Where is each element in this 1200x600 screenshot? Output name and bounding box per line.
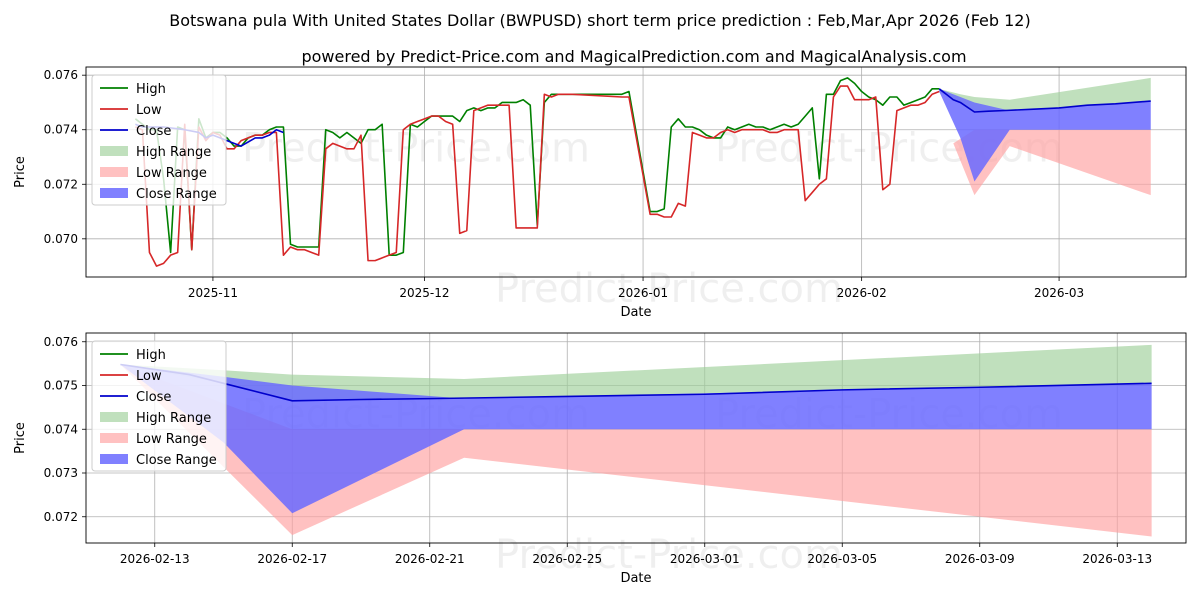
axes-frame <box>85 66 1187 278</box>
legend-label-low-range: Low Range <box>136 166 207 181</box>
prediction-detail-panel: Predict-Price.comPredict-Price.comPredic… <box>13 332 1187 586</box>
chart-subtitle: powered by Predict-Price.com and Magical… <box>301 47 966 66</box>
plot-area <box>120 344 1152 537</box>
legend-label-close: Close <box>136 124 171 139</box>
x-tick-label: 2026-03-09 <box>945 552 1015 566</box>
x-tick-label: 2026-01 <box>618 286 668 300</box>
legend-label-high-range: High Range <box>136 145 211 160</box>
legend-label-high: High <box>136 82 166 97</box>
x-tick-label: 2026-03-13 <box>1082 552 1152 566</box>
plot-area <box>134 77 1151 267</box>
legend-swatch-close-range <box>100 454 128 464</box>
y-tick-label: 0.072 <box>44 177 78 191</box>
low-range-area <box>939 91 1151 196</box>
legend-label-high: High <box>136 348 166 363</box>
x-tick-label: 2025-12 <box>399 286 449 300</box>
x-tick-label: 2026-02-25 <box>532 552 602 566</box>
legend: High Low Close High Range Low Range Close Ran… <box>91 340 227 472</box>
y-tick-label: 0.075 <box>44 379 78 393</box>
x-tick-label: 2026-03 <box>1034 286 1084 300</box>
x-axis-label: Date <box>620 305 651 320</box>
y-tick-label: 0.070 <box>44 232 78 246</box>
low-range-area <box>120 364 1152 537</box>
high-range-area <box>120 344 1152 401</box>
history-panel: Predict-Price.com Predict-Price.comPredic… <box>13 66 1187 320</box>
legend-label-close-range: Close Range <box>136 453 217 468</box>
x-tick-label: 2026-03-05 <box>807 552 877 566</box>
x-tick-label: 2026-02-13 <box>120 552 190 566</box>
legend-swatch-high-range <box>100 146 128 156</box>
x-tick-label: 2026-02-21 <box>395 552 465 566</box>
high-range-area <box>939 77 1151 112</box>
legend-label-close: Close <box>136 390 171 405</box>
close-range-area <box>939 88 1151 182</box>
watermark-text: Predict-Price.com <box>495 266 843 312</box>
y-tick-label: 0.076 <box>44 68 78 82</box>
x-tick-label: 2026-03-01 <box>670 552 740 566</box>
x-tick-label: 2026-02-17 <box>257 552 327 566</box>
close-range-area <box>120 364 1152 514</box>
y-tick-label: 0.072 <box>44 510 78 524</box>
y-axis-label: Price <box>13 156 28 188</box>
legend-label-low: Low <box>136 369 162 384</box>
watermark-text: Predict-Price.com <box>495 532 843 578</box>
watermark-text: Predict-Price.com <box>242 126 590 172</box>
y-axis-label: Price <box>13 422 28 454</box>
low-line <box>135 85 940 267</box>
x-axis-label: Date <box>620 571 651 586</box>
legend-label-low: Low <box>136 103 162 118</box>
legend-label-high-range: High Range <box>136 411 211 426</box>
legend-swatch-high-range <box>100 412 128 422</box>
legend-label-close-range: Close Range <box>136 187 217 202</box>
axes-frame <box>85 332 1187 544</box>
chart-title: Botswana pula With United States Dollar … <box>169 11 1030 30</box>
legend: High Low Close High Range Low Range Close Ran… <box>91 74 227 206</box>
x-tick-label: 2026-02 <box>837 286 887 300</box>
close-line <box>938 88 1151 113</box>
legend-swatch-low-range <box>100 167 128 177</box>
x-tick-label: 2025-11 <box>188 286 238 300</box>
y-tick-label: 0.076 <box>44 335 78 349</box>
y-tick-label: 0.074 <box>44 123 78 137</box>
legend-swatch-close-range <box>100 188 128 198</box>
y-tick-label: 0.073 <box>44 466 78 480</box>
legend-label-low-range: Low Range <box>136 432 207 447</box>
y-tick-label: 0.074 <box>44 422 78 436</box>
legend-swatch-low-range <box>100 433 128 443</box>
